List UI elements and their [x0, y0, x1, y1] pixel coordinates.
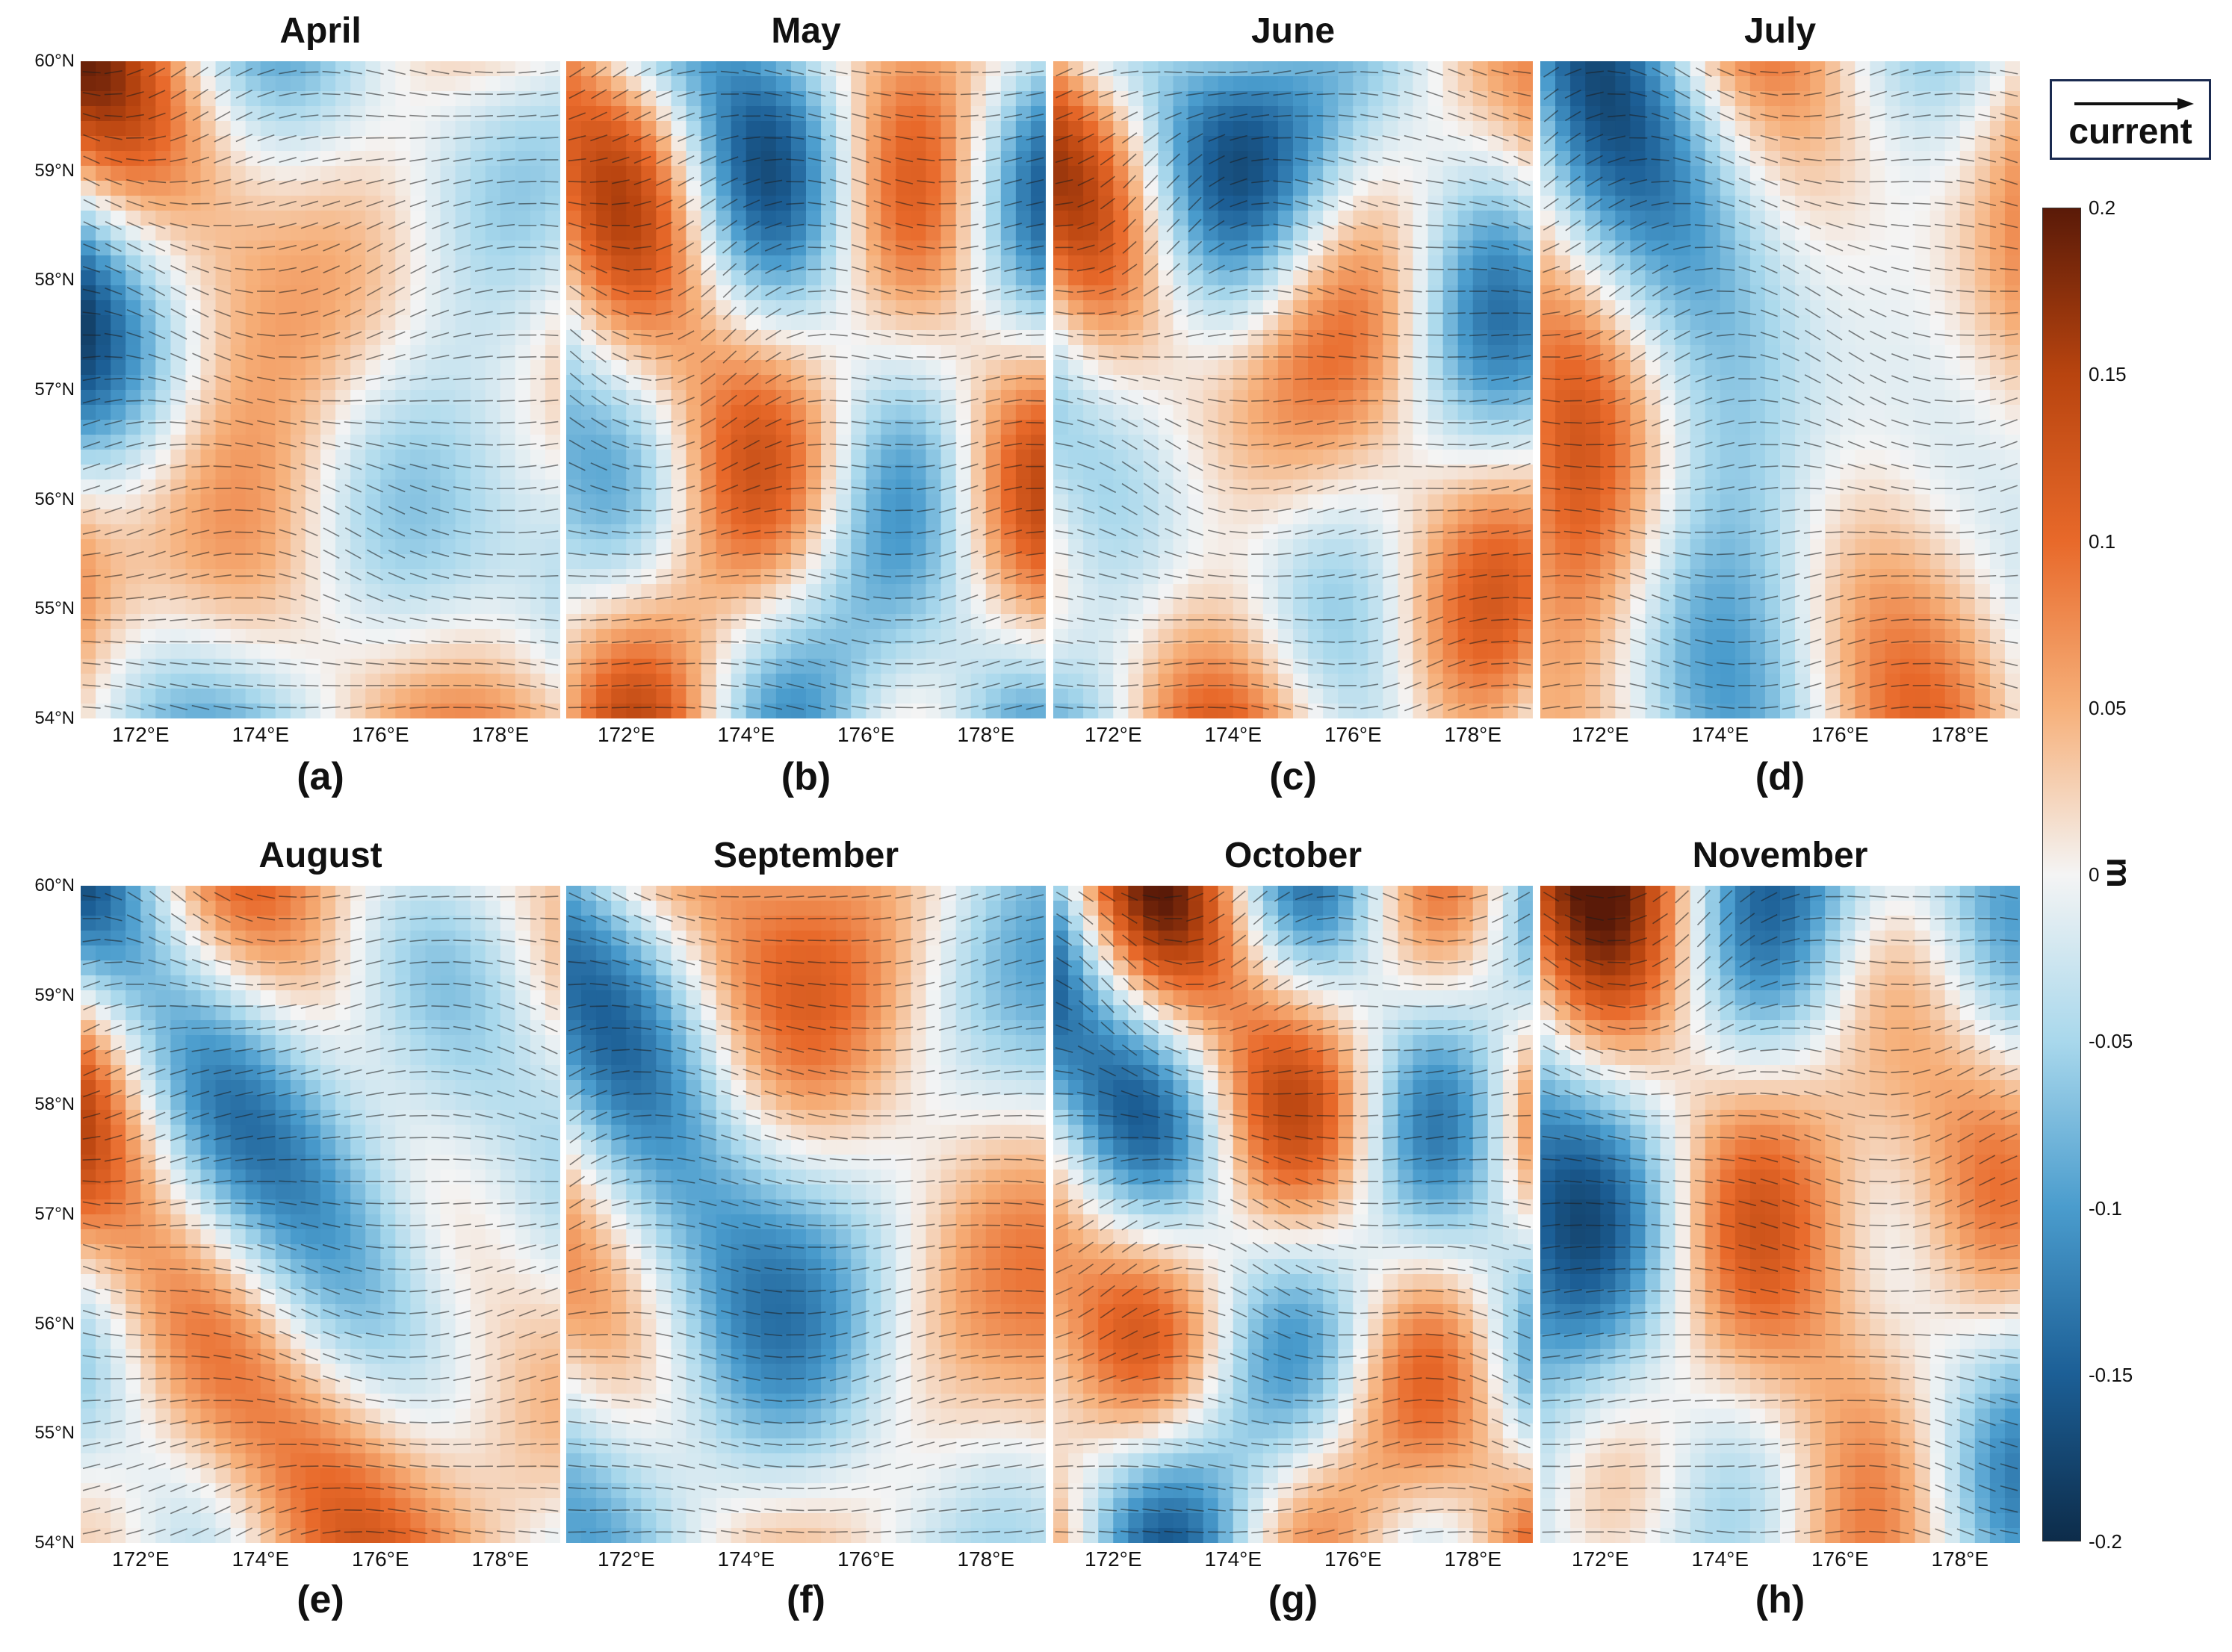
y-tick-label: 60°N	[34, 875, 75, 895]
x-tick-label: 178°E	[957, 1547, 1015, 1571]
panel-title: September	[713, 836, 899, 875]
x-tick-label: 178°E	[471, 723, 530, 746]
panel-title: May	[771, 11, 841, 51]
colorbar-tick-label: 0.15	[2089, 363, 2127, 386]
y-tick-label: 57°N	[34, 379, 75, 400]
panel-title: October	[1224, 836, 1363, 875]
y-tick-label: 55°N	[34, 598, 75, 619]
x-tick-label: 172°E	[111, 723, 170, 746]
y-tick-label: 56°N	[34, 488, 75, 509]
y-tick-label: 54°N	[34, 1533, 75, 1553]
colorbar-tick-label: 0.05	[2089, 696, 2127, 719]
colorbar-tick-label: -0.2	[2089, 1530, 2122, 1553]
legend-label: current	[2068, 112, 2192, 152]
x-tick-label: 176°E	[837, 723, 895, 746]
x-tick-label: 174°E	[717, 723, 775, 746]
panel-letter: (a)	[297, 755, 344, 798]
panel-title: June	[1250, 11, 1336, 51]
y-tick-label: 55°N	[34, 1423, 75, 1444]
panel-letter: (f)	[787, 1578, 825, 1621]
colorbar	[2042, 208, 2081, 1541]
panel-map	[566, 61, 1046, 718]
panel-letter: (g)	[1268, 1578, 1318, 1621]
x-tick-label: 172°E	[1571, 1547, 1629, 1571]
x-tick-label: 176°E	[1811, 723, 1869, 746]
x-tick-label: 178°E	[1444, 1547, 1502, 1571]
x-tick-label: 176°E	[837, 1547, 895, 1571]
panel-map	[1053, 61, 1533, 718]
current-legend: current	[2050, 79, 2211, 160]
panel-letter: (b)	[781, 755, 831, 798]
x-tick-label: 174°E	[1691, 1547, 1749, 1571]
panel-letter: (e)	[297, 1578, 344, 1621]
y-tick-label: 59°N	[34, 984, 75, 1005]
panel-map	[1540, 886, 2020, 1543]
panel-title: August	[258, 836, 382, 875]
panel-map	[81, 886, 560, 1543]
panel-map	[81, 61, 560, 718]
panel-map	[1053, 886, 1533, 1543]
x-tick-label: 174°E	[1204, 1547, 1262, 1571]
y-tick-label: 56°N	[34, 1313, 75, 1334]
x-tick-label: 176°E	[1324, 1547, 1382, 1571]
panel-title: April	[279, 11, 362, 51]
x-tick-label: 178°E	[957, 723, 1015, 746]
x-tick-label: 176°E	[351, 723, 409, 746]
panel-title: November	[1692, 836, 1868, 875]
x-tick-label: 176°E	[351, 1547, 409, 1571]
y-tick-label: 54°N	[34, 708, 75, 728]
colorbar-tick-label: -0.1	[2089, 1196, 2122, 1220]
x-tick-label: 174°E	[717, 1547, 775, 1571]
panel-letter: (h)	[1755, 1578, 1805, 1621]
x-tick-label: 172°E	[1084, 723, 1142, 746]
panel-map	[566, 886, 1046, 1543]
x-tick-label: 172°E	[1571, 723, 1629, 746]
x-tick-label: 176°E	[1811, 1547, 1869, 1571]
x-tick-label: 172°E	[1084, 1547, 1142, 1571]
x-tick-label: 174°E	[232, 723, 290, 746]
x-tick-label: 172°E	[597, 1547, 655, 1571]
x-tick-label: 178°E	[1931, 1547, 1989, 1571]
x-tick-label: 178°E	[1931, 723, 1989, 746]
colorbar-unit: m	[2100, 857, 2139, 888]
panel-letter: (d)	[1755, 755, 1805, 798]
x-tick-label: 172°E	[111, 1547, 170, 1571]
panel-letter: (c)	[1269, 755, 1317, 798]
current-arrow-icon	[2074, 98, 2194, 110]
colorbar-tick-label: -0.15	[2089, 1363, 2133, 1386]
x-tick-label: 178°E	[471, 1547, 530, 1571]
colorbar-tick-label: -0.05	[2089, 1030, 2133, 1053]
colorbar-tick-label: 0.2	[2089, 196, 2116, 219]
y-tick-label: 57°N	[34, 1204, 75, 1224]
y-tick-label: 60°N	[34, 51, 75, 71]
x-tick-label: 174°E	[1204, 723, 1262, 746]
panel-title: July	[1743, 11, 1817, 51]
x-tick-label: 172°E	[597, 723, 655, 746]
y-tick-label: 58°N	[34, 1094, 75, 1115]
x-tick-label: 174°E	[1691, 723, 1749, 746]
x-tick-label: 178°E	[1444, 723, 1502, 746]
x-tick-label: 176°E	[1324, 723, 1382, 746]
colorbar-tick-label: 0.1	[2089, 530, 2116, 553]
colorbar-tick-label: 0	[2089, 863, 2100, 886]
y-tick-label: 59°N	[34, 160, 75, 181]
panel-map	[1540, 61, 2020, 718]
y-tick-label: 58°N	[34, 270, 75, 291]
x-tick-label: 174°E	[232, 1547, 290, 1571]
